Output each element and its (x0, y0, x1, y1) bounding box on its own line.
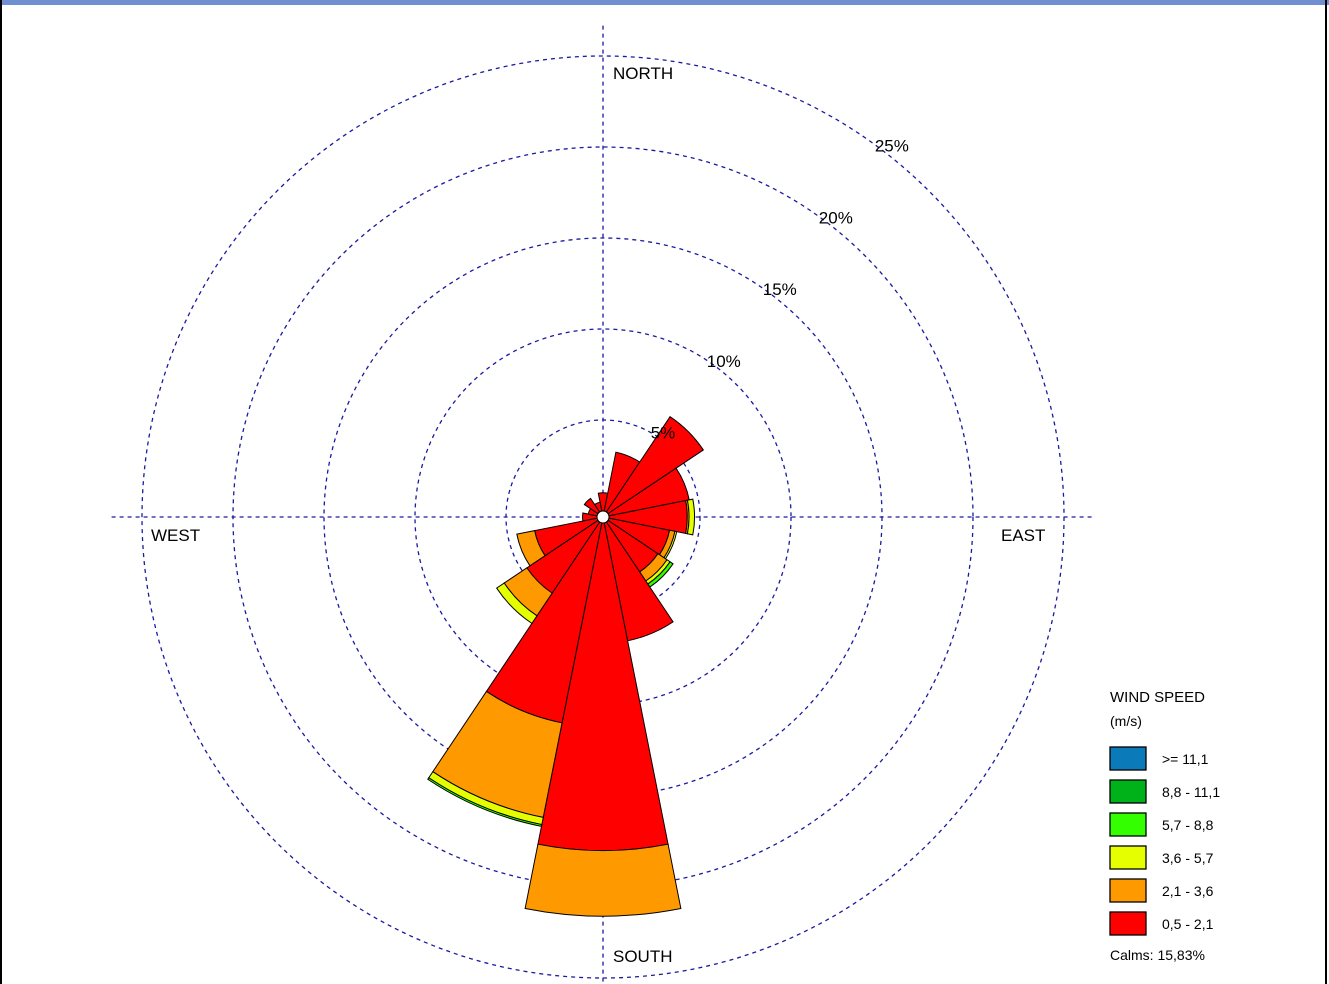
legend-label-4: 2,1 - 3,6 (1162, 883, 1214, 899)
grid-ring-10 (414, 328, 792, 706)
petal-E-bin-2 (686, 498, 695, 536)
legend-swatch-1 (1109, 779, 1147, 804)
window-title-bar (0, 0, 1329, 5)
legend-swatch-2 (1109, 812, 1147, 837)
ring-label-15: 15% (763, 280, 797, 299)
legend-label-0: >= 11,1 (1162, 751, 1209, 767)
legend-label-1: 8,8 - 11,1 (1162, 784, 1220, 800)
ring-label-5: 5% (651, 424, 676, 443)
compass-label-west: WEST (151, 526, 200, 545)
legend-swatch-3 (1109, 845, 1147, 870)
ring-labels: 5% 10% 15% 20% 25% (651, 137, 909, 443)
calm-centre (596, 510, 610, 524)
ring-label-25: 25% (875, 137, 909, 156)
legend-label-3: 3,6 - 5,7 (1162, 850, 1214, 866)
legend-label-5: 0,5 - 2,1 (1162, 916, 1214, 932)
legend-swatch-5 (1109, 911, 1147, 936)
compass-label-east: EAST (1001, 526, 1045, 545)
petal-SSW-bin-3 (427, 777, 543, 827)
legend-swatch-0 (1109, 746, 1147, 771)
ring-label-20: 20% (819, 208, 853, 227)
petal-WSW-bin-1 (516, 530, 546, 567)
legend-items: >= 11,1 8,8 - 11,1 5,7 - 8,8 3,6 - 5,7 2,1 -… (1109, 746, 1220, 936)
legend-swatch-4 (1109, 878, 1147, 903)
compass-label-south: SOUTH (613, 947, 673, 966)
compass-label-north: NORTH (613, 64, 673, 83)
legend-title: WIND SPEED (1110, 689, 1205, 706)
petal-S-bin-1 (524, 843, 682, 917)
legend-label-2: 5,7 - 8,8 (1162, 817, 1214, 833)
wind-petals (427, 415, 705, 917)
ring-label-10: 10% (707, 352, 741, 371)
legend-calms: Calms: 15,83% (1110, 947, 1205, 963)
legend: WIND SPEED (m/s) >= 11,1 8,8 - 11,1 5,7 - … (1109, 689, 1220, 963)
compass-labels: NORTH EAST SOUTH WEST (151, 64, 1045, 966)
petal-SW-bin-2 (495, 582, 538, 625)
legend-units: (m/s) (1110, 713, 1142, 729)
